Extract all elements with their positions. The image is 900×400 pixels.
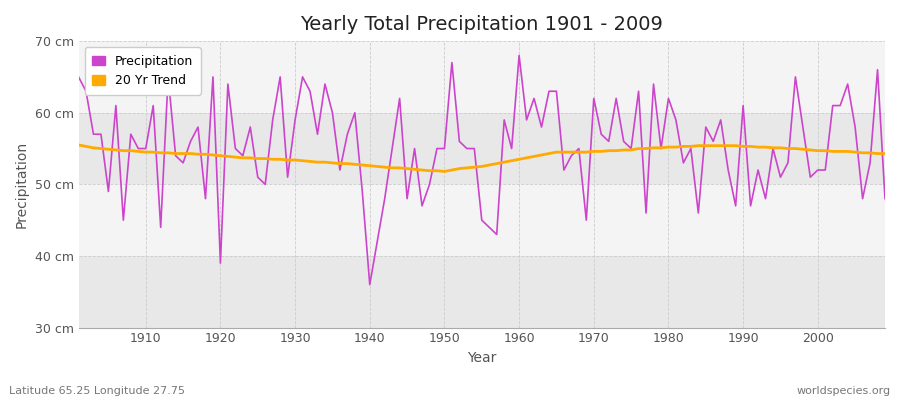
Title: Yearly Total Precipitation 1901 - 2009: Yearly Total Precipitation 1901 - 2009 [301,15,663,34]
20 Yr Trend [133,149,144,154]
Precipitation [521,118,532,122]
Precipitation [364,282,375,287]
X-axis label: Year: Year [467,351,497,365]
Precipitation [618,139,629,144]
Precipitation [297,74,308,79]
Y-axis label: Precipitation: Precipitation [15,141,29,228]
Precipitation [528,96,539,101]
Precipitation [342,132,353,137]
Text: worldspecies.org: worldspecies.org [796,386,891,396]
20 Yr Trend [342,161,353,166]
20 Yr Trend [73,142,84,147]
20 Yr Trend [297,158,308,163]
Line: 20 Yr Trend: 20 Yr Trend [78,145,885,172]
Precipitation [514,53,525,58]
Precipitation [133,146,144,151]
Precipitation [879,196,890,201]
Bar [78,113,885,184]
20 Yr Trend [521,156,532,160]
Bar [78,184,885,256]
Line: Precipitation: Precipitation [78,56,885,285]
20 Yr Trend [879,151,890,156]
Text: Latitude 65.25 Longitude 27.75: Latitude 65.25 Longitude 27.75 [9,386,185,396]
20 Yr Trend [439,169,450,174]
20 Yr Trend [514,157,525,162]
Bar [78,41,885,113]
Precipitation [73,74,84,79]
Legend: Precipitation, 20 Yr Trend: Precipitation, 20 Yr Trend [85,47,201,95]
Bar [78,256,885,328]
20 Yr Trend [611,148,622,153]
